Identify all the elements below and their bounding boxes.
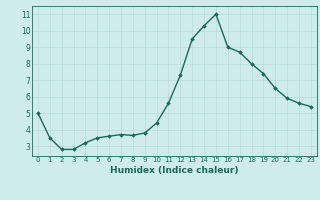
X-axis label: Humidex (Indice chaleur): Humidex (Indice chaleur) — [110, 166, 239, 175]
